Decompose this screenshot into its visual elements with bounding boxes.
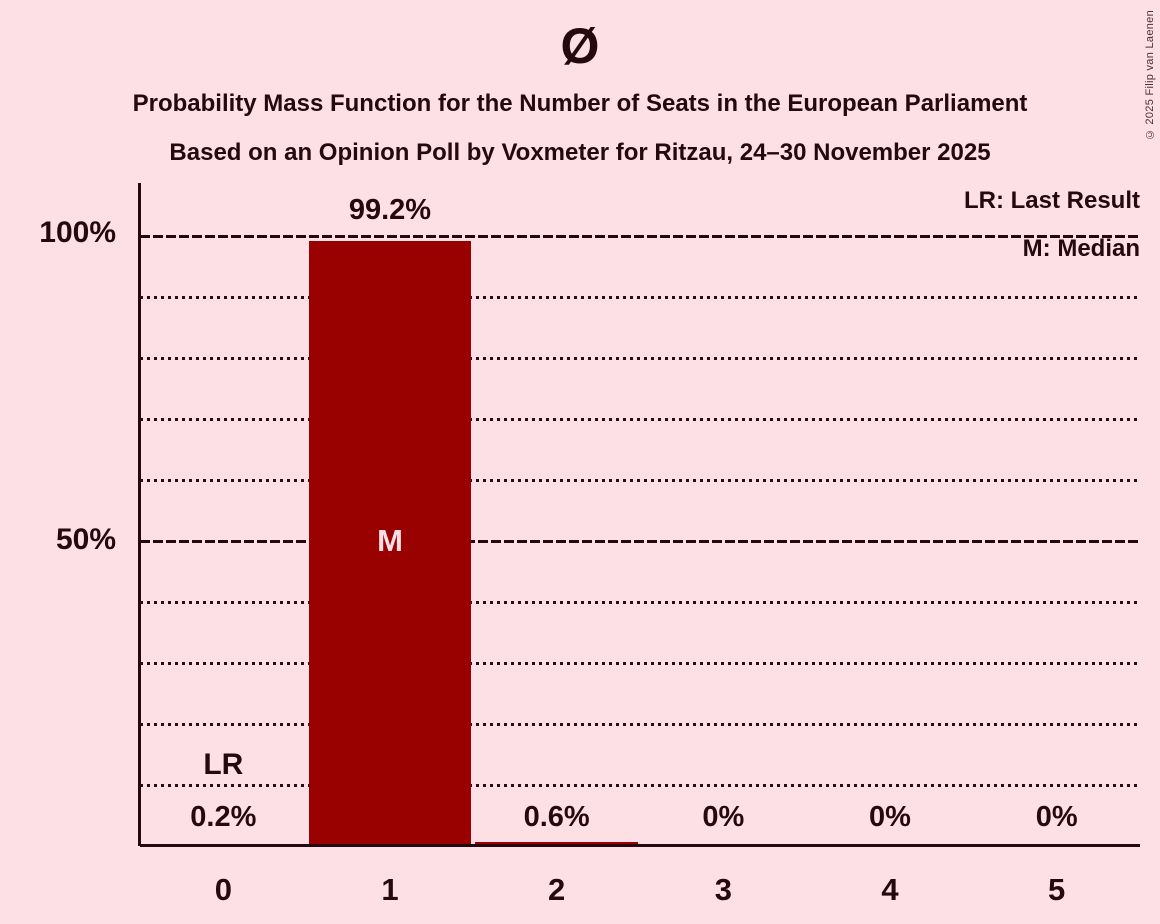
y-axis-line	[138, 183, 141, 846]
gridline-dotted-30pct	[140, 661, 1140, 665]
y-axis-tick-50: 50%	[55, 523, 116, 556]
legend-last-result: LR: Last Result	[963, 187, 1140, 214]
x-tick-label-2: 2	[548, 872, 566, 907]
chart-subtitle-line1: Probability Mass Function for the Number…	[132, 90, 1028, 117]
x-tick-label-3: 3	[714, 872, 732, 907]
x-tick-label-0: 0	[214, 872, 232, 907]
gridline-dotted-10pct	[140, 783, 1140, 787]
gridline-dotted-80pct	[140, 356, 1140, 360]
gridline-dotted-90pct	[140, 295, 1140, 299]
gridline-dashed-100pct	[140, 234, 1140, 238]
x-tick-label-5: 5	[1048, 872, 1066, 907]
value-label-1: 99.2%	[348, 193, 432, 226]
value-label-5: 0%	[1035, 801, 1078, 833]
x-tick-label-4: 4	[881, 872, 899, 907]
legend-median: M: Median	[1022, 235, 1140, 262]
annotation-median: M	[377, 523, 403, 558]
value-label-2: 0.6%	[523, 801, 590, 833]
y-axis-tick-100: 100%	[39, 216, 116, 249]
gridline-dotted-70pct	[140, 417, 1140, 421]
gridline-dotted-20pct	[140, 722, 1140, 726]
plot-area: 0.2% 0 99.2% 1 0.6% 2 0% 3 0% 4 0% 5 LR M	[140, 194, 1140, 907]
copyright-notice: © 2025 Filip van Laenen	[1144, 10, 1156, 141]
bar-1	[308, 240, 472, 846]
x-axis-line	[140, 844, 1140, 847]
chart-subtitle-line2: Based on an Opinion Poll by Voxmeter for…	[169, 139, 991, 166]
gridline-dashed-50pct	[140, 539, 1140, 543]
annotation-last-result: LR	[203, 748, 244, 781]
x-tick-label-1: 1	[381, 872, 399, 907]
gridline-dotted-60pct	[140, 478, 1140, 482]
value-label-0: 0.2%	[190, 801, 257, 833]
gridline-dotted-40pct	[140, 600, 1140, 604]
value-label-4: 0%	[869, 801, 911, 833]
chart-title: Ø	[560, 18, 600, 74]
value-label-3: 0%	[702, 801, 745, 833]
